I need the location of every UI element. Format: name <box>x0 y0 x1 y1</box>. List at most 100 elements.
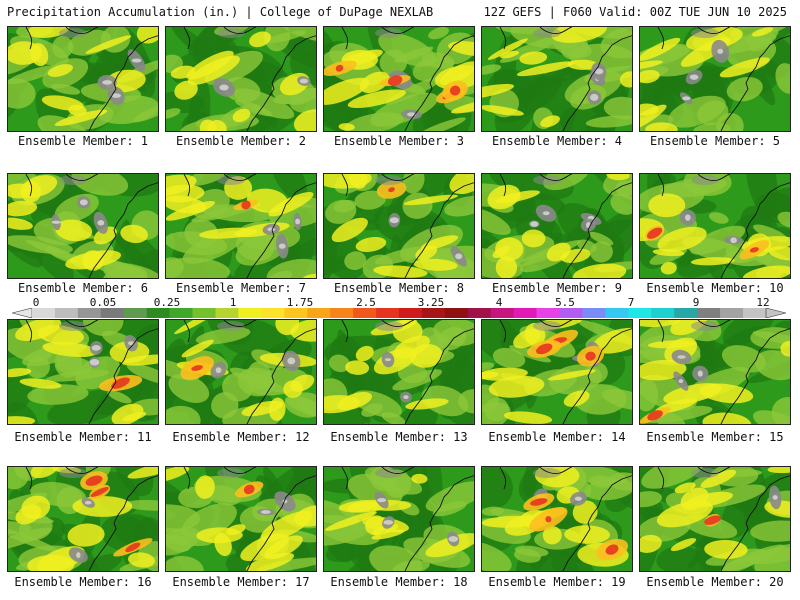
colorbar-swatch <box>54 308 79 318</box>
ensemble-map-panel-9 <box>481 173 633 279</box>
ensemble-map-panel-8 <box>323 173 475 279</box>
ensemble-map-panel-10 <box>639 173 791 279</box>
colorbar-swatch <box>376 308 400 318</box>
precip-field-map <box>8 174 158 278</box>
coastline <box>88 475 158 571</box>
ensemble-member-label: Ensemble Member: 4 <box>491 134 623 148</box>
colorbar-max-arrow <box>765 308 786 318</box>
great-lakes-outline <box>499 320 573 343</box>
great-lakes-outline <box>183 27 257 50</box>
coastline <box>720 35 790 131</box>
ensemble-member-label: Ensemble Member: 8 <box>333 281 465 295</box>
great-lakes-outline <box>657 320 731 343</box>
ensemble-map-panel-20 <box>639 466 791 572</box>
precip-field-map <box>166 174 316 278</box>
great-lakes-outline <box>341 174 415 197</box>
colorbar-swatch <box>444 308 469 318</box>
great-lakes-outline <box>341 467 415 490</box>
precip-field-map <box>8 320 158 424</box>
precip-field-map <box>640 467 790 571</box>
precip-field-map <box>8 27 158 131</box>
great-lakes-outline <box>25 174 99 197</box>
coastline <box>720 182 790 278</box>
colorbar-swatch <box>536 308 560 318</box>
ensemble-member-label: Ensemble Member: 12 <box>172 430 310 444</box>
ensemble-map-panel-5 <box>639 26 791 132</box>
ensemble-member-label: Ensemble Member: 10 <box>646 281 784 295</box>
ensemble-map-panel-18 <box>323 466 475 572</box>
colorbar-tick-label: 0.25 <box>153 296 181 309</box>
precip-field-map <box>640 320 790 424</box>
colorbar-swatch <box>674 308 698 318</box>
coastline <box>246 35 316 131</box>
colorbar-swatch <box>215 308 239 318</box>
precip-field-map <box>324 320 474 424</box>
coastline <box>246 182 316 278</box>
colorbar-swatch <box>720 308 744 318</box>
chart-title: Precipitation Accumulation (in.) | Colle… <box>7 5 434 19</box>
coastline <box>562 475 632 571</box>
ensemble-member-label: Ensemble Member: 14 <box>488 430 626 444</box>
precip-field-map <box>482 320 632 424</box>
great-lakes-outline <box>499 174 573 197</box>
colorbar-swatch <box>238 308 262 318</box>
colorbar-swatch <box>284 308 308 318</box>
colorbar-swatch <box>32 308 56 318</box>
ensemble-member-label: Ensemble Member: 1 <box>17 134 149 148</box>
coastline <box>562 35 632 131</box>
colorbar-swatch <box>330 308 354 318</box>
ensemble-member-label: Ensemble Member: 20 <box>646 575 784 589</box>
precip-field-map <box>324 27 474 131</box>
colorbar-swatch <box>605 308 629 318</box>
precip-field-map <box>482 467 632 571</box>
ensemble-member-label: Ensemble Member: 11 <box>14 430 152 444</box>
ensemble-map-panel-12 <box>165 319 317 425</box>
colorbar-swatch <box>261 308 285 318</box>
colorbar-swatch <box>421 308 446 318</box>
ensemble-map-panel-7 <box>165 173 317 279</box>
colorbar-swatch <box>146 308 170 318</box>
great-lakes-outline <box>183 320 257 343</box>
precip-field-map <box>640 174 790 278</box>
colorbar-swatch <box>307 308 331 318</box>
precipitation-colorbar <box>12 308 786 318</box>
colorbar-swatch <box>628 308 652 318</box>
great-lakes-outline <box>25 467 99 490</box>
model-run-info: 12Z GEFS | F060 Valid: 00Z TUE JUN 10 20… <box>483 5 787 19</box>
ensemble-map-panel-2 <box>165 26 317 132</box>
coastline <box>720 328 790 424</box>
colorbar-tick-label: 5.5 <box>555 296 575 309</box>
colorbar-swatch <box>399 308 423 318</box>
great-lakes-outline <box>657 27 731 50</box>
great-lakes-outline <box>657 467 731 490</box>
colorbar-swatch <box>100 308 125 318</box>
ensemble-member-label: Ensemble Member: 6 <box>17 281 149 295</box>
coastline <box>404 475 474 571</box>
ensemble-member-label: Ensemble Member: 7 <box>175 281 307 295</box>
great-lakes-outline <box>499 467 573 490</box>
colorbar-tick-label: 4 <box>495 296 503 309</box>
coastline <box>404 182 474 278</box>
precip-field-map <box>166 320 316 424</box>
great-lakes-outline <box>657 174 731 197</box>
ensemble-map-panel-6 <box>7 173 159 279</box>
ensemble-member-label: Ensemble Member: 15 <box>646 430 784 444</box>
great-lakes-outline <box>25 320 99 343</box>
colorbar-tick-label: 1.75 <box>286 296 314 309</box>
precip-field-map <box>166 467 316 571</box>
ensemble-map-panel-3 <box>323 26 475 132</box>
coastline <box>562 328 632 424</box>
great-lakes-outline <box>183 174 257 197</box>
precip-field-map <box>8 467 158 571</box>
colorbar-swatch <box>697 308 721 318</box>
colorbar-tick-label: 0 <box>32 296 40 309</box>
coastline <box>246 475 316 571</box>
ensemble-member-label: Ensemble Member: 2 <box>175 134 307 148</box>
colorbar-swatch <box>743 308 767 318</box>
ensemble-member-label: Ensemble Member: 16 <box>14 575 152 589</box>
colorbar-swatch <box>467 308 492 318</box>
ensemble-member-label: Ensemble Member: 17 <box>172 575 310 589</box>
ensemble-map-panel-14 <box>481 319 633 425</box>
colorbar-swatch <box>123 308 147 318</box>
colorbar-swatch <box>582 308 606 318</box>
